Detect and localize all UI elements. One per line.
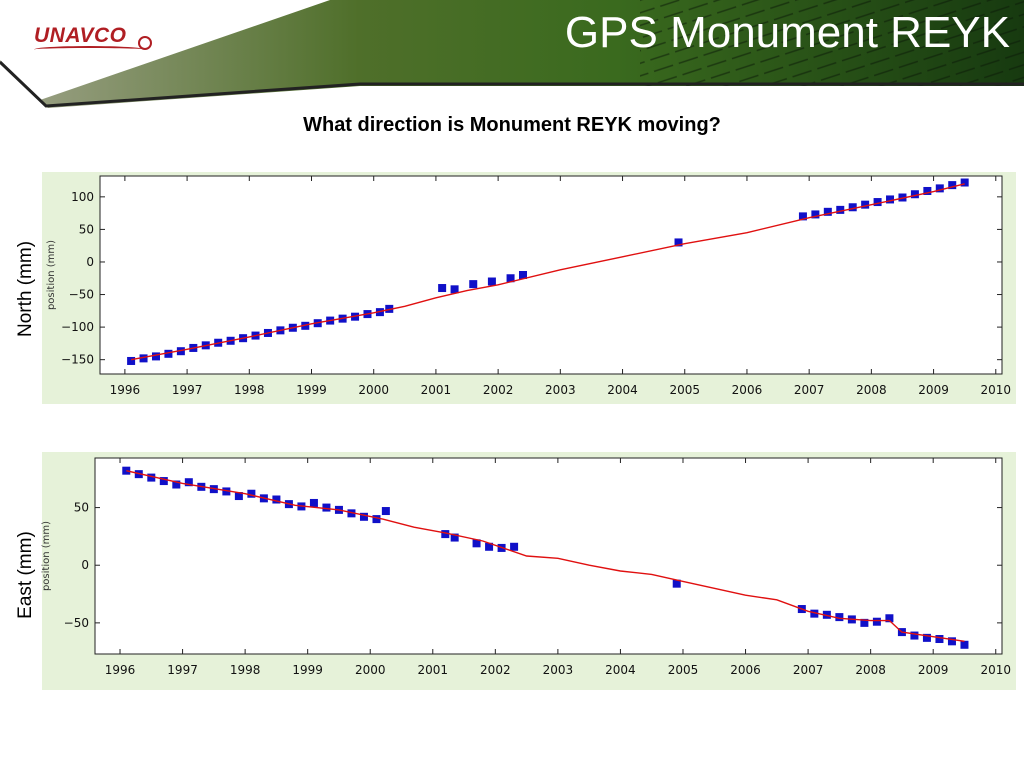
y-tick-label: 100 [71, 190, 94, 204]
observation-point [674, 238, 683, 247]
observation-point [923, 186, 932, 195]
north-side-label: North (mm) [15, 240, 36, 338]
x-tick-label: 2010 [981, 383, 1012, 397]
model-line [130, 183, 965, 361]
observation-point [469, 280, 478, 289]
observation-point [151, 352, 160, 361]
y-tick-label: 0 [86, 255, 94, 269]
observation-point [886, 195, 895, 204]
observation-point [798, 212, 807, 221]
observation-point [811, 210, 820, 219]
x-tick-label: 2000 [358, 383, 389, 397]
observation-point [910, 190, 919, 199]
observation-point [848, 203, 857, 212]
logo-swoosh [34, 46, 144, 53]
y-tick-label: −150 [61, 353, 94, 367]
observation-point [861, 200, 870, 209]
x-tick-label: 1998 [234, 383, 265, 397]
x-tick-label: 2004 [607, 383, 638, 397]
x-tick-label: 1997 [172, 383, 203, 397]
observation-point [487, 277, 496, 286]
page-title: GPS Monument REYK [564, 8, 1010, 57]
observation-point [873, 198, 882, 207]
observation-point [139, 354, 148, 363]
x-tick-label: 1999 [296, 383, 327, 397]
x-tick-label: 2001 [421, 383, 452, 397]
observation-point [506, 274, 515, 283]
y-axis-label: position (mm) [46, 240, 57, 310]
x-tick-label: 1996 [110, 383, 141, 397]
x-tick-label: 2009 [918, 383, 949, 397]
header-banner [0, 0, 1024, 108]
y-tick-label: −50 [69, 288, 94, 302]
observation-point [127, 356, 136, 365]
observation-point [519, 271, 528, 279]
x-tick-label: 2008 [856, 383, 887, 397]
x-tick-label: 2005 [669, 383, 700, 397]
question-text: What direction is Monument REYK moving? [303, 114, 721, 136]
unavco-logo: UNAVCO [34, 24, 127, 47]
observation-point [176, 347, 185, 356]
observation-point [438, 284, 447, 293]
x-tick-label: 2002 [483, 383, 514, 397]
observation-point [450, 285, 459, 294]
observation-point [960, 178, 969, 187]
east-side-label: East (mm) [15, 531, 36, 619]
y-tick-label: 50 [79, 222, 94, 236]
observation-point [164, 349, 173, 358]
logo-ring-icon [138, 36, 152, 50]
east-panel-background [42, 452, 1016, 690]
x-tick-label: 2003 [545, 383, 576, 397]
y-tick-label: −100 [61, 320, 94, 334]
x-tick-label: 2006 [732, 383, 763, 397]
x-tick-label: 2007 [794, 383, 825, 397]
observation-point [935, 184, 944, 193]
observation-point [823, 207, 832, 216]
observation-point [836, 205, 845, 214]
observation-point [948, 181, 957, 190]
